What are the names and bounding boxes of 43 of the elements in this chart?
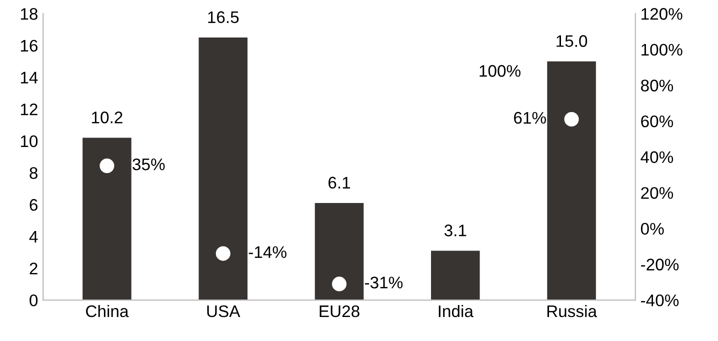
y-tick-label: 18 (20, 8, 38, 20)
y2-tick-label: -40% (641, 294, 679, 306)
y2-tick-label: 100% (642, 44, 682, 56)
data-label: 35% (132, 158, 165, 170)
y-tick-label: 10 (20, 135, 38, 148)
y2-tick-label: 120% (642, 8, 682, 20)
point (216, 246, 230, 261)
x-tick-label: India (438, 304, 474, 318)
annotation: 100% (480, 65, 520, 77)
data-label: -31% (364, 276, 403, 288)
y-tick-label: 0 (30, 294, 38, 306)
data-label: 6.1 (328, 176, 350, 189)
y-tick-label: 6 (30, 199, 38, 211)
y-tick-label: 2 (30, 262, 38, 274)
data-label: 10.2 (92, 112, 122, 124)
bar (82, 138, 132, 300)
bar (431, 250, 480, 300)
point (332, 276, 347, 292)
x-tick-label: Russia (547, 304, 598, 318)
x-tick-label: USA (207, 305, 240, 318)
y2-tick-label: 0% (640, 222, 664, 235)
data-label: 15.0 (556, 35, 588, 47)
point (564, 112, 579, 127)
bar (198, 38, 248, 300)
y2-tick-label: 80% (641, 80, 674, 92)
y2-tick-label: 40% (640, 151, 674, 164)
x-tick-label: China (86, 304, 129, 318)
x-tick-label: EU28 (320, 305, 360, 318)
y-tick-label: 4 (29, 231, 38, 242)
data-label: 61% (514, 112, 546, 124)
y-tick-label: 14 (20, 72, 38, 84)
y-tick-label: 8 (30, 167, 38, 179)
point (100, 158, 114, 174)
data-label: 16.5 (208, 11, 239, 24)
y2-tick-label: 20% (641, 187, 674, 199)
y-tick-label: 12 (20, 104, 38, 116)
bar (547, 61, 596, 300)
data-label: -14% (248, 246, 286, 258)
y2-tick-label: 60% (641, 115, 674, 128)
bar (314, 203, 364, 300)
y-tick-label: 16 (20, 40, 38, 52)
y2-tick-label: -20% (641, 258, 679, 270)
data-label: 3.1 (444, 224, 466, 236)
